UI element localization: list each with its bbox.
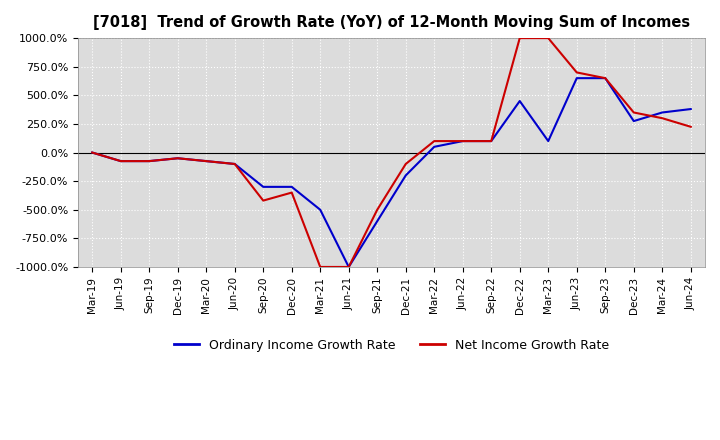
Ordinary Income Growth Rate [572, 76, 581, 81]
Net Income Growth Rate [402, 161, 410, 167]
Ordinary Income Growth Rate [259, 184, 268, 190]
Ordinary Income Growth Rate [373, 219, 382, 224]
Ordinary Income Growth Rate [117, 158, 125, 164]
Net Income Growth Rate [658, 116, 667, 121]
Ordinary Income Growth Rate [487, 139, 495, 144]
Net Income Growth Rate [145, 158, 153, 164]
Net Income Growth Rate [516, 36, 524, 41]
Ordinary Income Growth Rate [316, 207, 325, 213]
Title: [7018]  Trend of Growth Rate (YoY) of 12-Month Moving Sum of Incomes: [7018] Trend of Growth Rate (YoY) of 12-… [93, 15, 690, 30]
Net Income Growth Rate [487, 139, 495, 144]
Ordinary Income Growth Rate [459, 139, 467, 144]
Ordinary Income Growth Rate [230, 161, 239, 167]
Ordinary Income Growth Rate [516, 99, 524, 104]
Net Income Growth Rate [544, 36, 552, 41]
Ordinary Income Growth Rate [601, 76, 610, 81]
Net Income Growth Rate [117, 158, 125, 164]
Net Income Growth Rate [572, 70, 581, 75]
Ordinary Income Growth Rate [88, 150, 96, 155]
Net Income Growth Rate [459, 139, 467, 144]
Net Income Growth Rate [629, 110, 638, 115]
Net Income Growth Rate [88, 150, 96, 155]
Net Income Growth Rate [601, 76, 610, 81]
Ordinary Income Growth Rate [287, 184, 296, 190]
Net Income Growth Rate [344, 264, 353, 270]
Ordinary Income Growth Rate [629, 118, 638, 124]
Legend: Ordinary Income Growth Rate, Net Income Growth Rate: Ordinary Income Growth Rate, Net Income … [168, 334, 614, 357]
Ordinary Income Growth Rate [145, 158, 153, 164]
Ordinary Income Growth Rate [658, 110, 667, 115]
Net Income Growth Rate [174, 156, 182, 161]
Ordinary Income Growth Rate [202, 158, 210, 164]
Net Income Growth Rate [202, 158, 210, 164]
Net Income Growth Rate [430, 139, 438, 144]
Ordinary Income Growth Rate [402, 173, 410, 178]
Net Income Growth Rate [686, 124, 695, 129]
Ordinary Income Growth Rate [544, 139, 552, 144]
Net Income Growth Rate [230, 161, 239, 167]
Ordinary Income Growth Rate [174, 156, 182, 161]
Line: Net Income Growth Rate: Net Income Growth Rate [92, 38, 690, 267]
Ordinary Income Growth Rate [686, 106, 695, 112]
Line: Ordinary Income Growth Rate: Ordinary Income Growth Rate [92, 78, 690, 267]
Ordinary Income Growth Rate [344, 264, 353, 270]
Ordinary Income Growth Rate [430, 144, 438, 150]
Net Income Growth Rate [259, 198, 268, 203]
Net Income Growth Rate [287, 190, 296, 195]
Net Income Growth Rate [316, 264, 325, 270]
Net Income Growth Rate [373, 207, 382, 213]
